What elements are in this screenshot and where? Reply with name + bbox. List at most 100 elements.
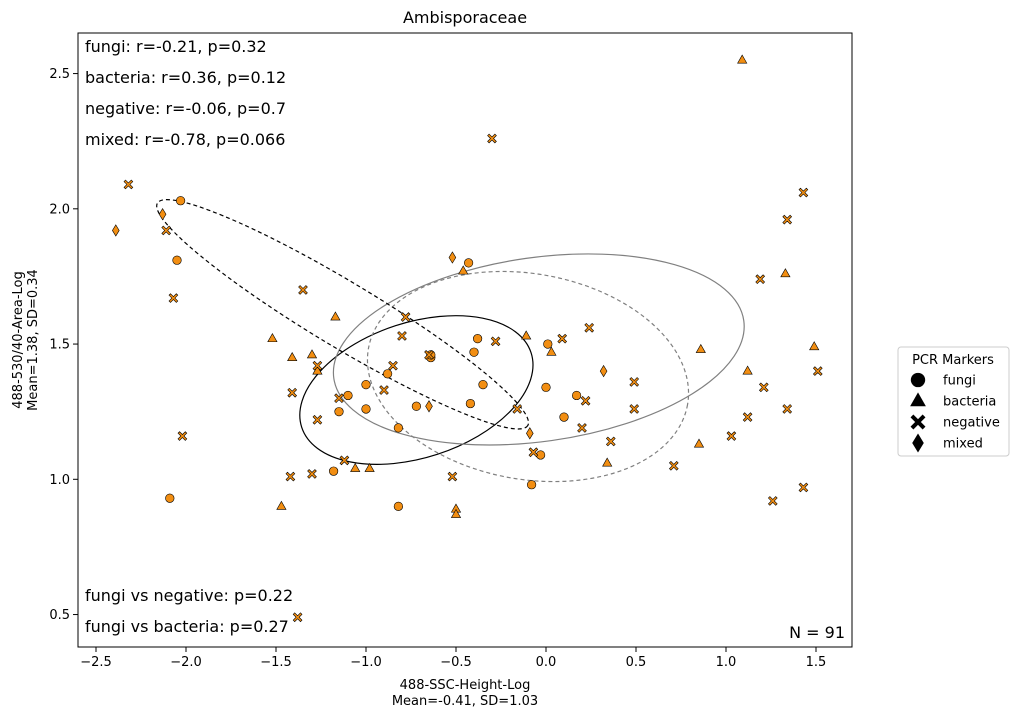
point-bacteria: [287, 351, 298, 361]
point-fungi: [469, 347, 479, 357]
point-bacteria: [693, 438, 705, 448]
point-fungi: [559, 412, 569, 422]
chart-title: Ambisporaceae: [403, 8, 527, 27]
point-bacteria: [276, 500, 287, 510]
point-negative: [307, 469, 317, 479]
x-tick-label: 0.0: [536, 655, 557, 670]
n-count-label: N = 91: [789, 623, 845, 642]
point-fungi: [172, 255, 182, 265]
point-negative: [629, 377, 640, 387]
point-negative: [726, 431, 737, 441]
ellipse-negative: [366, 270, 690, 483]
point-negative: [339, 455, 350, 466]
point-mixed: [599, 364, 608, 378]
point-negative: [798, 187, 809, 198]
ellipse-fungi: [299, 315, 534, 465]
stat-negative: negative: r=-0.06, p=0.7: [85, 99, 286, 118]
point-negative: [177, 431, 188, 441]
point-bacteria: [780, 268, 791, 278]
y-tick-label: 0.5: [49, 608, 70, 623]
point-fungi: [383, 369, 393, 379]
legend-marker-bacteria: [910, 392, 926, 407]
point-negative: [298, 285, 308, 295]
point-mixed: [158, 208, 167, 221]
ellipse-bacteria: [332, 253, 745, 446]
point-negative: [755, 274, 766, 284]
legend-marker-mixed: [912, 433, 924, 453]
comparison-fungi-negative: fungi vs negative: p=0.22: [85, 586, 293, 605]
legend-label-bacteria: bacteria: [943, 395, 996, 410]
point-negative: [767, 496, 778, 506]
point-negative: [388, 360, 398, 371]
point-negative: [379, 385, 389, 395]
point-bacteria: [450, 508, 462, 518]
point-fungi: [329, 466, 339, 476]
point-bacteria: [695, 343, 706, 353]
point-negative: [312, 414, 323, 425]
legend-box: [897, 346, 1010, 457]
legend-entries: fungi bacteria negative mixed: [910, 372, 1000, 453]
stat-fungi: fungi: r=-0.21, p=0.32: [85, 37, 267, 56]
point-negative: [397, 331, 407, 341]
point-negative: [577, 423, 587, 433]
y-tick-label: 2.5: [49, 67, 70, 82]
point-negative: [287, 387, 298, 398]
y-axis-sublabel: Mean=1.38, SD=0.34: [26, 269, 41, 411]
point-fungi: [465, 398, 476, 409]
data-points: [112, 54, 823, 623]
point-fungi: [543, 339, 553, 349]
point-negative: [285, 471, 296, 482]
point-fungi: [176, 196, 186, 206]
stat-mixed: mixed: r=-0.78, p=0.066: [85, 130, 285, 149]
ellipse-mixed: [156, 199, 530, 430]
x-tick-label: −2.0: [170, 655, 202, 670]
point-negative: [123, 179, 134, 190]
point-negative: [758, 382, 769, 393]
x-tick-label: −0.5: [440, 655, 472, 670]
point-negative: [447, 471, 458, 482]
point-negative: [812, 366, 823, 376]
point-fungi: [393, 423, 404, 433]
y-tick-label: 1.0: [49, 473, 70, 488]
point-negative: [605, 436, 616, 447]
point-negative: [168, 293, 179, 303]
point-negative: [557, 333, 568, 344]
point-bacteria: [330, 311, 341, 321]
point-bacteria: [742, 365, 753, 375]
point-mixed: [448, 251, 457, 264]
point-negative: [629, 404, 640, 414]
point-fungi: [473, 334, 483, 344]
point-bacteria: [312, 365, 323, 375]
point-bacteria: [546, 346, 557, 356]
point-negative: [292, 612, 303, 623]
y-axis-label: 488-530/40-Area-Log: [11, 271, 26, 408]
point-negative: [487, 133, 497, 144]
point-fungi: [361, 380, 371, 390]
x-tick-label: −1.5: [260, 655, 292, 670]
point-fungi: [165, 493, 175, 503]
point-negative: [312, 360, 323, 371]
y-tick-label: 2.0: [49, 202, 70, 217]
point-negative: [490, 336, 501, 347]
point-fungi: [361, 404, 371, 414]
legend: PCR Markers fungi bacteria negative mixed: [897, 346, 1010, 457]
x-tick-label: 0.5: [626, 655, 647, 670]
point-bacteria: [267, 333, 278, 343]
x-tick-label: −2.5: [80, 655, 112, 670]
point-bacteria: [364, 462, 375, 472]
plot-frame: [77, 32, 853, 648]
point-negative: [584, 323, 595, 333]
point-bacteria: [458, 265, 469, 275]
y-axis-ticks: 0.5 1.0 1.5 2.0 2.5: [49, 67, 78, 623]
legend-title: PCR Markers: [912, 353, 994, 368]
point-negative: [782, 214, 793, 225]
x-axis-sublabel: Mean=-0.41, SD=1.03: [392, 694, 538, 709]
comparison-fungi-bacteria: fungi vs bacteria: p=0.27: [85, 617, 289, 636]
point-mixed: [425, 400, 433, 413]
point-negative: [424, 350, 434, 360]
point-mixed: [526, 427, 534, 440]
legend-label-fungi: fungi: [943, 374, 976, 389]
x-tick-label: 1.0: [716, 655, 737, 670]
legend-marker-fungi: [910, 372, 926, 388]
